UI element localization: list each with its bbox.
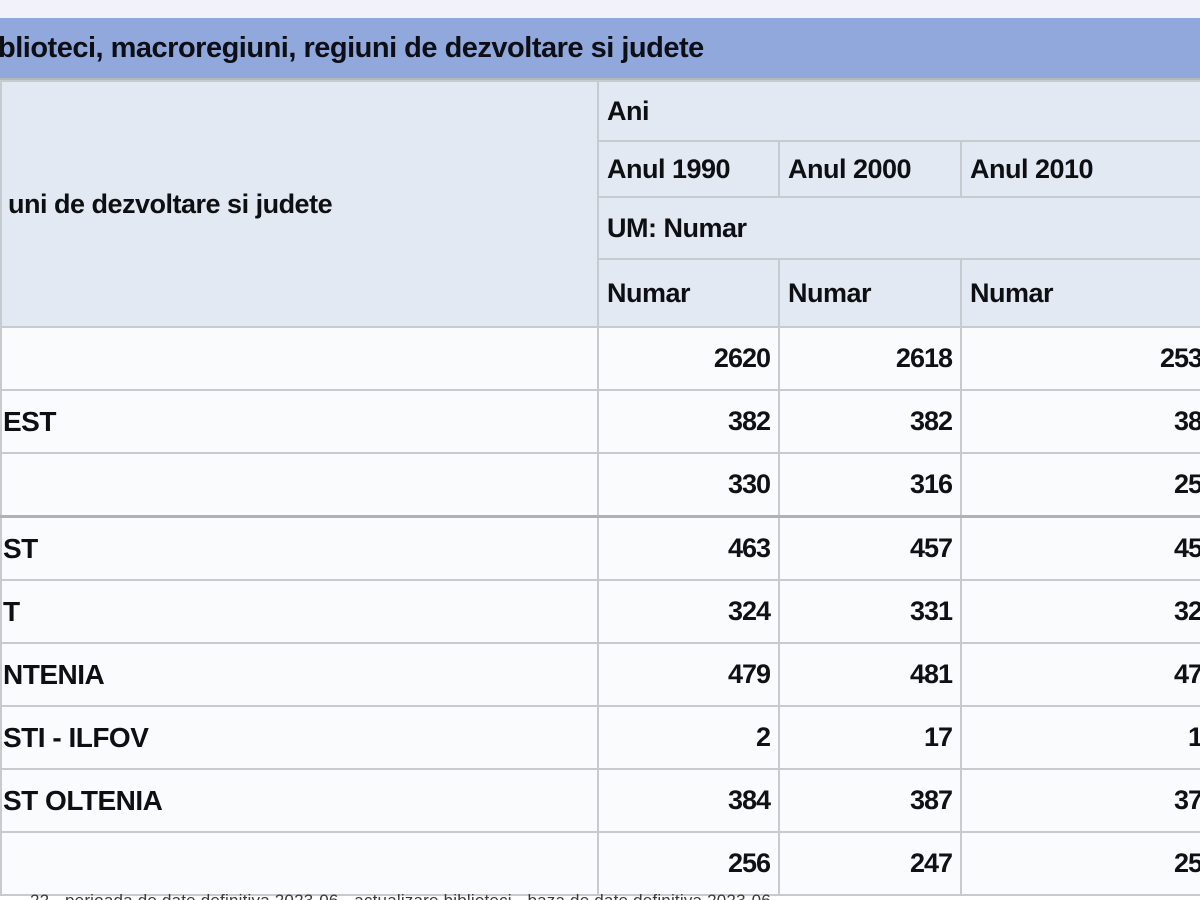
region-label-cell: ST OLTENIA	[0, 768, 599, 833]
column-group-header: Ani	[596, 80, 1200, 142]
value-cell: 32	[959, 579, 1200, 644]
value-cell: 2620	[597, 326, 780, 391]
region-label-cell	[0, 831, 599, 896]
value-cell: 2618	[778, 326, 962, 391]
value-cell: 382	[778, 389, 962, 454]
region-label-cell	[0, 452, 599, 518]
region-label-cell: STI - ILFOV	[0, 705, 599, 770]
table-title-bar: blioteci, macroregiuni, regiuni de dezvo…	[0, 18, 1200, 80]
footer-clipped-text: 22 - perioada de date definitiva 2023-06…	[30, 891, 1200, 900]
value-cell: 45	[959, 515, 1200, 581]
value-cell: 25	[959, 452, 1200, 518]
value-cell: 481	[778, 642, 962, 707]
region-label-cell: EST	[0, 389, 599, 454]
row-dimension-header: uni de dezvoltare si judete	[0, 80, 599, 328]
table-row: STI - ILFOV 2 17 1	[0, 705, 1200, 770]
table-row: NTENIA 479 481 47	[0, 642, 1200, 707]
value-cell: 331	[778, 579, 962, 644]
unit-of-measure-header: UM: Numar	[596, 196, 1200, 260]
value-cell: 38	[959, 389, 1200, 454]
unit-column-header: Numar	[778, 258, 962, 328]
value-cell: 1	[959, 705, 1200, 770]
value-cell: 463	[597, 515, 780, 581]
page-top-strip	[0, 0, 1200, 18]
value-cell: 387	[778, 768, 962, 833]
value-cell: 47	[959, 642, 1200, 707]
value-cell: 25	[959, 831, 1200, 896]
table-title: blioteci, macroregiuni, regiuni de dezvo…	[0, 31, 704, 64]
value-cell: 17	[778, 705, 962, 770]
statistics-table: uni de dezvoltare si judete Ani Anul 199…	[0, 80, 1200, 896]
value-cell: 324	[597, 579, 780, 644]
table-row: 256 247 25	[0, 831, 1200, 896]
value-cell: 384	[597, 768, 780, 833]
year-column-header: Anul 2000	[778, 140, 962, 198]
value-cell: 316	[778, 452, 962, 518]
value-cell: 253	[959, 326, 1200, 391]
table-row: EST 382 382 38	[0, 389, 1200, 454]
unit-column-header: Numar	[597, 258, 780, 328]
year-column-header: Anul 2010	[959, 140, 1200, 198]
value-cell: 256	[597, 831, 780, 896]
year-column-header: Anul 1990	[597, 140, 780, 198]
region-label-cell: T	[0, 579, 599, 644]
value-cell: 37	[959, 768, 1200, 833]
region-label-cell: NTENIA	[0, 642, 599, 707]
value-cell: 457	[778, 515, 962, 581]
region-label-cell	[0, 326, 599, 391]
value-cell: 382	[597, 389, 780, 454]
value-cell: 247	[778, 831, 962, 896]
region-label-cell: ST	[0, 515, 599, 581]
table-row: ST 463 457 45	[0, 515, 1200, 581]
table-row: T 324 331 32	[0, 579, 1200, 644]
row-dimension-header-label: uni de dezvoltare si judete	[8, 188, 333, 219]
value-cell: 2	[597, 705, 780, 770]
table-row: ST OLTENIA 384 387 37	[0, 768, 1200, 833]
unit-column-header: Numar	[959, 258, 1200, 328]
table-row: 330 316 25	[0, 452, 1200, 518]
table-row: 2620 2618 253	[0, 326, 1200, 391]
value-cell: 479	[597, 642, 780, 707]
value-cell: 330	[597, 452, 780, 518]
